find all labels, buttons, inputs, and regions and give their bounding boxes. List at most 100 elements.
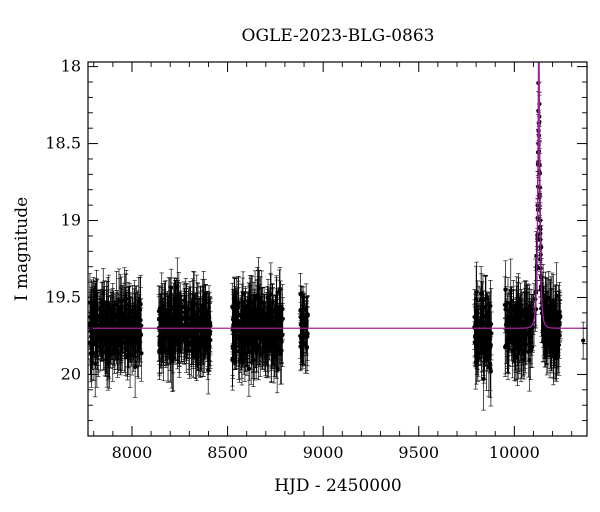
data-point xyxy=(176,301,181,306)
data-point xyxy=(169,285,174,290)
data-point xyxy=(180,322,185,328)
data-point xyxy=(198,315,203,320)
data-point xyxy=(483,304,488,309)
data-point xyxy=(168,352,173,357)
data-point xyxy=(130,339,135,344)
data-point xyxy=(126,318,131,324)
data-point xyxy=(300,312,305,317)
data-point xyxy=(200,307,205,312)
data-point xyxy=(170,359,175,364)
data-point xyxy=(255,292,260,298)
data-point xyxy=(268,315,273,321)
data-point xyxy=(277,289,282,295)
data-point xyxy=(262,341,267,346)
data-point xyxy=(186,321,191,326)
data-point xyxy=(262,318,267,323)
data-point xyxy=(199,334,204,340)
data-point xyxy=(305,334,310,339)
data-point xyxy=(236,313,241,318)
data-point xyxy=(277,315,282,320)
data-point xyxy=(479,346,484,351)
data-point xyxy=(258,300,263,305)
data-point xyxy=(246,366,252,371)
data-point xyxy=(168,304,173,309)
data-point xyxy=(119,310,124,315)
data-point xyxy=(485,330,490,336)
data-point xyxy=(474,289,479,295)
data-point xyxy=(207,345,212,350)
data-point xyxy=(170,317,175,322)
data-point xyxy=(158,344,164,350)
data-point xyxy=(237,358,242,363)
data-point xyxy=(138,323,143,328)
data-point xyxy=(206,368,211,373)
data-point xyxy=(91,331,96,336)
data-point xyxy=(123,302,128,307)
chart-title: OGLE-2023-BLG-0863 xyxy=(242,26,435,46)
data-point xyxy=(111,321,116,326)
data-point xyxy=(137,338,142,343)
data-point xyxy=(258,352,263,357)
data-point xyxy=(249,329,255,335)
data-point xyxy=(257,335,262,340)
data-point xyxy=(275,318,280,324)
data-point xyxy=(274,309,279,315)
data-point xyxy=(106,343,111,348)
data-point xyxy=(164,330,169,335)
data-point xyxy=(476,350,481,355)
data-point xyxy=(298,344,303,349)
data-point xyxy=(190,322,195,327)
data-point xyxy=(486,345,491,350)
data-point xyxy=(182,317,187,322)
data-point xyxy=(123,332,129,337)
data-point xyxy=(171,331,176,337)
data-point xyxy=(93,361,98,366)
data-point xyxy=(162,307,168,312)
data-point xyxy=(254,346,259,351)
data-point xyxy=(259,338,265,343)
data-point xyxy=(473,335,478,340)
data-point xyxy=(236,323,241,328)
data-point xyxy=(100,312,105,317)
data-point xyxy=(92,298,97,304)
data-point xyxy=(239,315,245,320)
data-point xyxy=(124,296,129,301)
data-point xyxy=(133,315,138,320)
data-point xyxy=(134,333,139,339)
data-point xyxy=(166,308,171,313)
data-point xyxy=(187,348,192,353)
data-point xyxy=(160,317,165,323)
data-point xyxy=(130,320,135,325)
data-point xyxy=(230,304,235,310)
data-point xyxy=(242,318,247,323)
data-point xyxy=(106,314,111,319)
data-point xyxy=(95,334,100,339)
data-point xyxy=(93,321,99,326)
data-point xyxy=(275,366,280,371)
data-point xyxy=(239,354,245,360)
data-point xyxy=(139,351,144,356)
data-point xyxy=(193,329,198,334)
data-point xyxy=(88,351,93,356)
data-point xyxy=(203,312,208,317)
data-point xyxy=(304,320,309,325)
data-point xyxy=(123,305,128,310)
data-point xyxy=(195,321,200,326)
data-point xyxy=(157,334,162,339)
data-point xyxy=(274,345,279,351)
data-point xyxy=(156,309,162,314)
data-point xyxy=(270,308,275,313)
data-point xyxy=(240,331,245,336)
data-point xyxy=(263,333,268,339)
data-point xyxy=(233,315,238,320)
data-point xyxy=(104,317,109,323)
data-point xyxy=(474,296,479,302)
data-point xyxy=(172,299,177,304)
data-point xyxy=(265,345,270,350)
data-point xyxy=(90,316,96,321)
data-point xyxy=(486,322,491,328)
data-point xyxy=(242,351,248,356)
data-point xyxy=(161,322,166,327)
data-point xyxy=(118,319,123,325)
